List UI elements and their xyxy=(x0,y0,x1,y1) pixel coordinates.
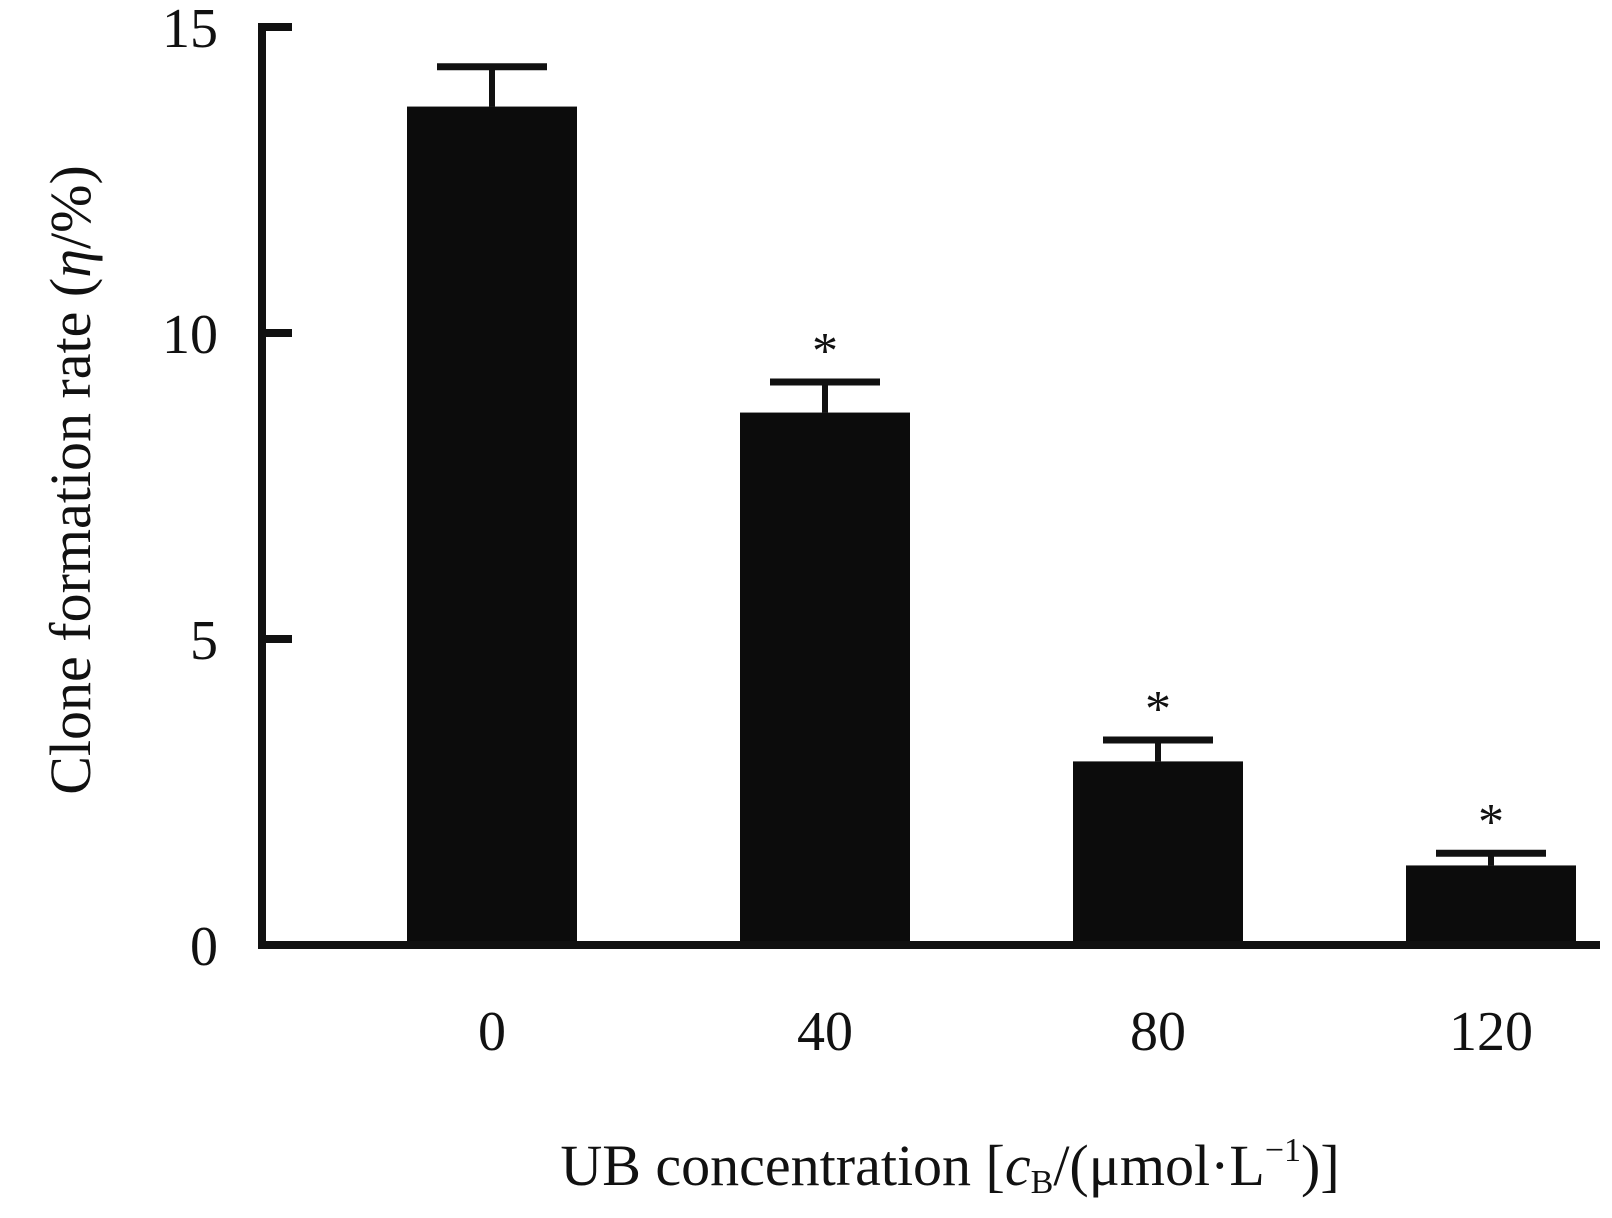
x-tick-label-0: 0 xyxy=(478,1001,506,1063)
significance-markers-group: * * * xyxy=(812,323,1504,851)
y-tick-label-10: 10 xyxy=(162,304,218,366)
axes-group xyxy=(258,23,1600,949)
error-bar-0 xyxy=(437,63,547,107)
x-axis-title-prefix: UB concentration [ xyxy=(560,1133,1005,1198)
bars-group xyxy=(407,106,1576,945)
x-tick-label-80: 80 xyxy=(1130,1001,1186,1063)
x-axis-title-unit: /(μmol·L xyxy=(1053,1133,1265,1198)
x-ticks-group: 0 40 80 120 xyxy=(478,1001,1533,1063)
x-axis-title: UB concentration [cB/(μmol·L−1)] xyxy=(560,1132,1339,1201)
bar-0 xyxy=(407,106,577,945)
x-axis-title-superscript: −1 xyxy=(1265,1132,1301,1169)
y-axis-title-prefix: Clone formation rate ( xyxy=(38,278,103,795)
y-axis-title-suffix: /%) xyxy=(38,165,103,249)
x-axis-title-suffix: )] xyxy=(1301,1133,1340,1198)
error-bar-40 xyxy=(770,378,880,413)
significance-star-120: * xyxy=(1478,794,1504,851)
x-tick-label-120: 120 xyxy=(1449,1001,1533,1063)
error-bar-80 xyxy=(1103,736,1213,762)
bar-120 xyxy=(1406,865,1576,945)
x-axis-title-subscript: B xyxy=(1031,1164,1054,1201)
x-axis-title-symbol: c xyxy=(1005,1133,1031,1198)
error-bars-group xyxy=(437,63,1546,866)
error-bar-120 xyxy=(1436,849,1546,866)
significance-star-40: * xyxy=(812,323,838,380)
y-tick-label-15: 15 xyxy=(162,0,218,60)
y-tick-label-5: 5 xyxy=(190,610,218,672)
bar-40 xyxy=(740,412,910,945)
bar-80 xyxy=(1073,761,1243,945)
y-axis-title: Clone formation rate (η/%) xyxy=(38,165,103,795)
y-axis-title-symbol: η xyxy=(38,249,103,278)
x-tick-label-40: 40 xyxy=(797,1001,853,1063)
significance-star-80: * xyxy=(1145,681,1171,738)
y-tick-label-0: 0 xyxy=(190,916,218,978)
y-ticks-group: 0 5 10 15 xyxy=(162,0,292,978)
